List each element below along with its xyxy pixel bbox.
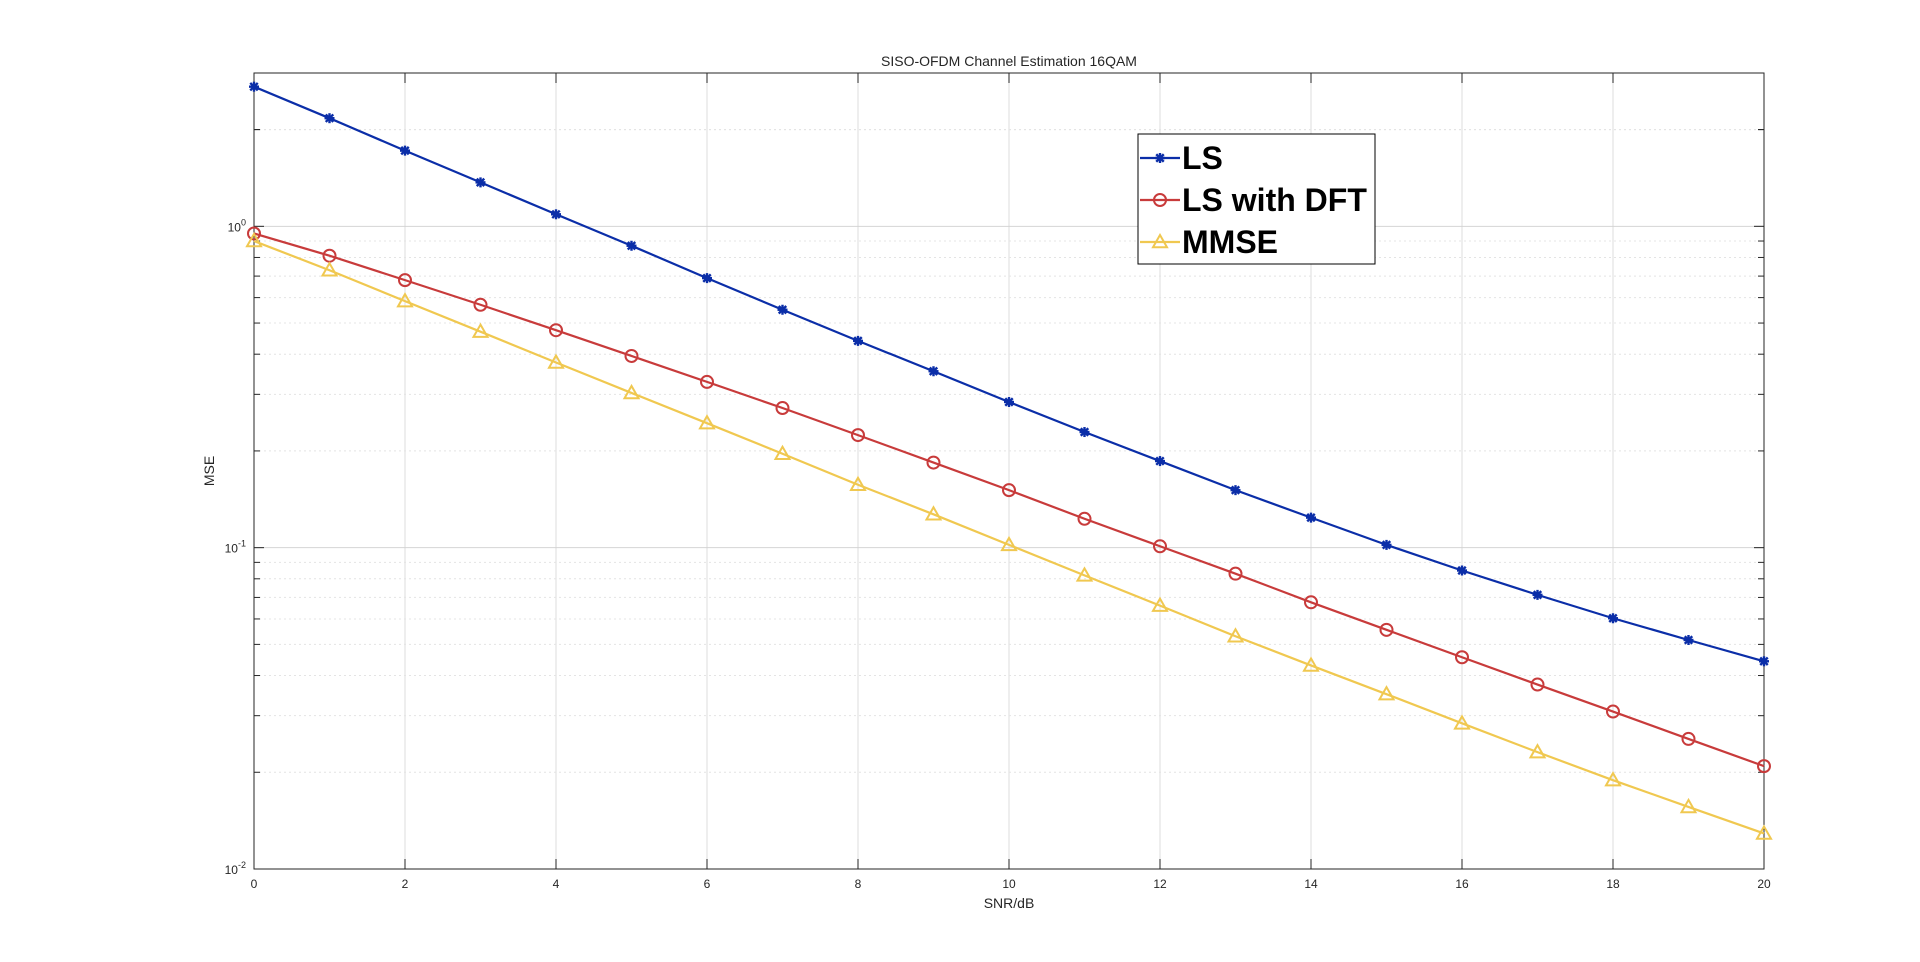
legend: LS LS with DFT MMSE xyxy=(1137,133,1376,265)
data-point xyxy=(853,335,863,346)
x-tick-label: 18 xyxy=(1606,877,1620,891)
data-point xyxy=(324,113,335,124)
data-point xyxy=(1679,797,1698,814)
x-tick-label: 12 xyxy=(1153,877,1167,891)
data-point xyxy=(849,475,867,491)
data-point xyxy=(549,323,563,338)
chart-title: SISO-OFDM Channel Estimation 16QAM xyxy=(881,53,1137,69)
series-mmse xyxy=(245,232,1773,840)
data-point xyxy=(1606,704,1620,719)
series-ls xyxy=(249,81,1769,667)
data-point xyxy=(777,304,788,315)
data-point xyxy=(1000,535,1018,552)
data-point xyxy=(1302,656,1320,672)
data-point xyxy=(320,261,339,277)
data-point xyxy=(249,81,259,92)
series-lines xyxy=(245,81,1773,840)
series-line xyxy=(253,232,1765,768)
data-point xyxy=(1759,656,1769,667)
data-point xyxy=(551,209,561,220)
data-point xyxy=(1457,565,1467,576)
legend-entry: LS xyxy=(1140,140,1223,176)
legend-marker xyxy=(1153,193,1167,207)
data-point xyxy=(773,444,792,460)
data-point xyxy=(928,366,939,377)
data-point xyxy=(622,383,641,400)
data-point xyxy=(626,240,637,251)
x-tick-label: 4 xyxy=(553,877,560,891)
data-point xyxy=(475,177,486,188)
data-point xyxy=(1228,566,1243,581)
y-axis-label: MSE xyxy=(201,456,217,486)
data-point xyxy=(1683,634,1694,645)
data-point xyxy=(1604,771,1622,787)
x-tick-label: 6 xyxy=(704,877,711,891)
x-tick-label: 2 xyxy=(402,877,409,891)
data-point xyxy=(1528,743,1547,759)
data-point xyxy=(1304,595,1318,610)
data-point xyxy=(1226,627,1245,643)
data-point xyxy=(1381,539,1392,550)
data-point xyxy=(247,226,261,241)
data-point xyxy=(702,273,712,284)
data-point xyxy=(1079,427,1090,438)
y-tick-label: 10-2 xyxy=(225,860,246,877)
data-point xyxy=(398,273,412,288)
data-point xyxy=(926,455,941,470)
data-point xyxy=(775,401,790,416)
series-line xyxy=(253,239,1765,835)
data-point xyxy=(1002,483,1016,498)
x-tick-label: 20 xyxy=(1757,877,1771,891)
data-point xyxy=(1155,456,1165,467)
data-point xyxy=(1077,511,1092,526)
data-point xyxy=(851,428,865,443)
x-tick-label: 8 xyxy=(855,877,862,891)
data-point xyxy=(1151,596,1169,612)
data-point xyxy=(1681,731,1696,746)
data-point xyxy=(1230,485,1241,496)
data-point xyxy=(1608,613,1618,624)
data-point xyxy=(1755,824,1773,840)
data-point xyxy=(400,145,410,156)
data-point xyxy=(1075,566,1094,582)
legend-label: LS with DFT xyxy=(1182,182,1367,218)
data-point xyxy=(924,505,943,521)
data-point xyxy=(245,232,263,248)
data-point xyxy=(1453,714,1471,730)
x-tick-label: 16 xyxy=(1455,877,1469,891)
data-point xyxy=(1306,512,1316,523)
data-point xyxy=(700,374,714,389)
y-tick-label: 10-1 xyxy=(225,539,246,556)
data-point xyxy=(1379,622,1394,637)
legend-entry: LS with DFT xyxy=(1140,182,1367,218)
data-point xyxy=(624,348,639,363)
data-point xyxy=(396,292,414,308)
data-point xyxy=(471,322,490,338)
axis-ticks: 0 2 4 6 8 10 12 14 16 18 20 100 10-1 10-2 xyxy=(225,72,1771,891)
data-point xyxy=(1455,650,1469,665)
data-point xyxy=(1530,677,1545,692)
legend-marker xyxy=(1151,232,1169,249)
x-tick-label: 0 xyxy=(251,877,258,891)
legend-label: LS xyxy=(1182,140,1223,176)
data-point xyxy=(698,414,716,430)
data-point xyxy=(1377,685,1396,701)
x-tick-label: 14 xyxy=(1304,877,1318,891)
data-point xyxy=(1004,396,1014,407)
data-point xyxy=(547,353,565,369)
legend-label: MMSE xyxy=(1182,224,1278,260)
data-point xyxy=(1153,539,1167,554)
data-point xyxy=(1757,759,1771,774)
legend-marker xyxy=(1155,153,1165,163)
legend-entry: MMSE xyxy=(1140,224,1278,260)
y-tick-label: 100 xyxy=(228,217,246,234)
data-point xyxy=(473,297,488,312)
series-ls-with-dft xyxy=(247,226,1771,774)
data-point xyxy=(1532,589,1543,600)
x-axis-label: SNR/dB xyxy=(984,895,1035,911)
x-tick-label: 10 xyxy=(1002,877,1016,891)
